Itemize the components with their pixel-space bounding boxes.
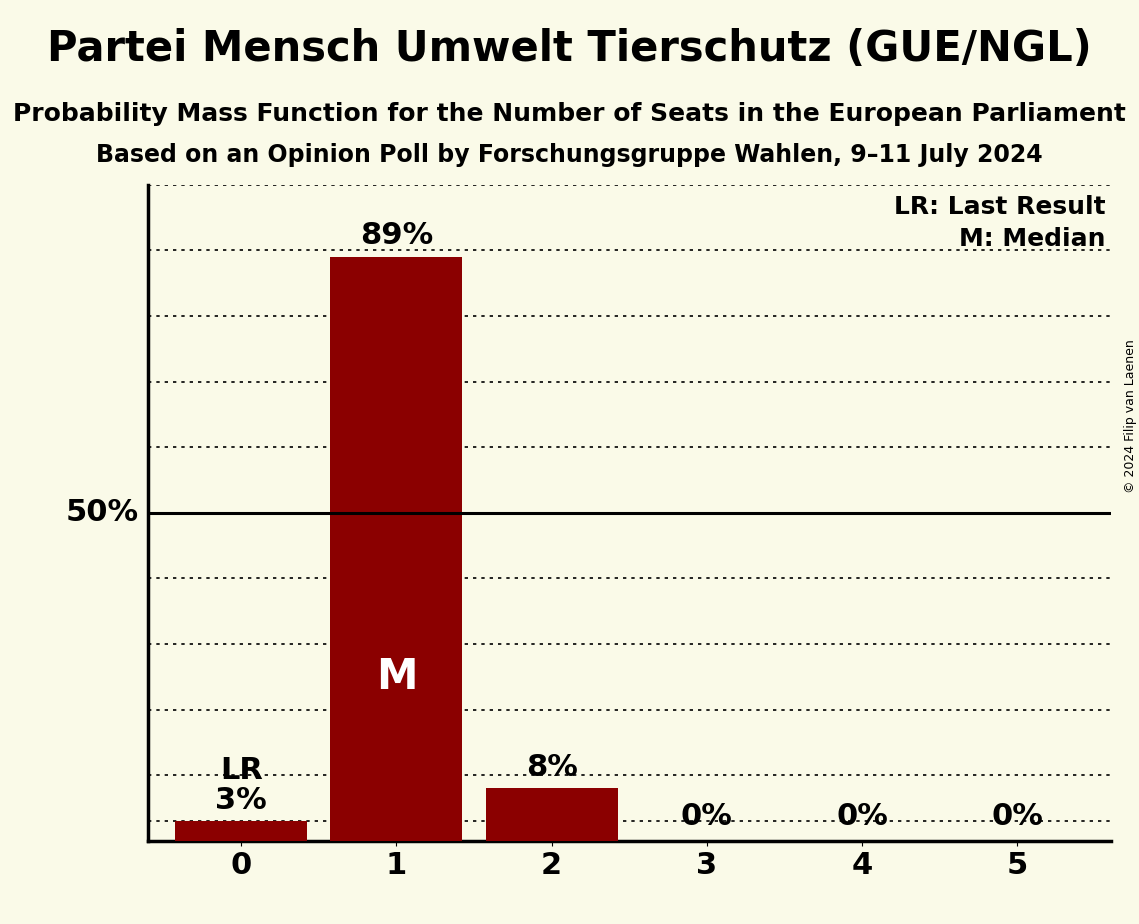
- Text: © 2024 Filip van Laenen: © 2024 Filip van Laenen: [1124, 339, 1137, 492]
- Text: M: M: [376, 656, 417, 698]
- Text: LR: Last Result: LR: Last Result: [894, 195, 1106, 219]
- Text: 50%: 50%: [65, 498, 139, 528]
- Text: 89%: 89%: [360, 222, 433, 250]
- Text: 0%: 0%: [991, 802, 1043, 831]
- Text: LR: LR: [220, 756, 263, 785]
- Text: 0%: 0%: [836, 802, 888, 831]
- Text: 8%: 8%: [526, 753, 577, 782]
- Text: 0%: 0%: [681, 802, 732, 831]
- Bar: [330, 257, 462, 841]
- Bar: [485, 788, 617, 841]
- Text: Partei Mensch Umwelt Tierschutz (GUE/NGL): Partei Mensch Umwelt Tierschutz (GUE/NGL…: [47, 28, 1092, 69]
- Bar: [175, 821, 308, 841]
- Text: 3%: 3%: [215, 785, 267, 815]
- Text: M: Median: M: Median: [959, 227, 1106, 251]
- Text: Probability Mass Function for the Number of Seats in the European Parliament: Probability Mass Function for the Number…: [13, 102, 1126, 126]
- Text: Based on an Opinion Poll by Forschungsgruppe Wahlen, 9–11 July 2024: Based on an Opinion Poll by Forschungsgr…: [96, 143, 1043, 167]
